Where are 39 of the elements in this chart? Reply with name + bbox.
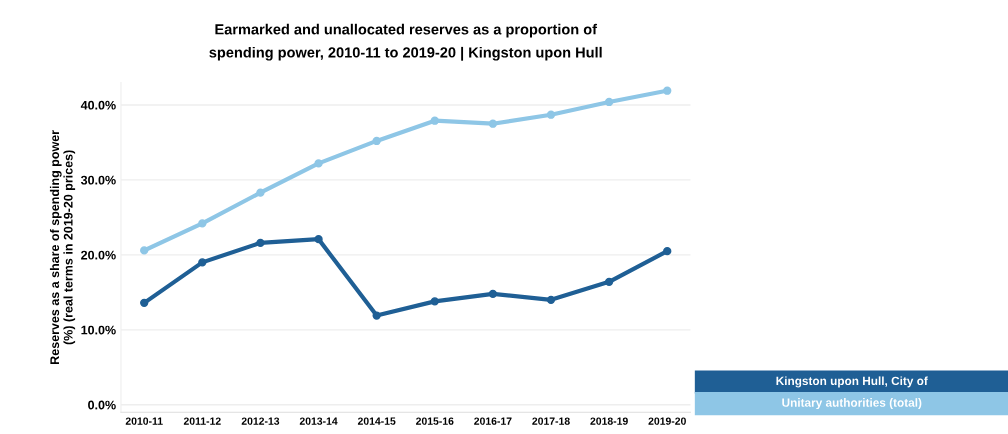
point <box>546 110 556 119</box>
x-tick-label: 2013-14 <box>299 417 338 425</box>
y-axis-title: Reserves as a share of spending power (%) (real terms in 2019-20 prices) <box>49 130 76 364</box>
x-tick-label: 2014-15 <box>357 417 396 425</box>
x-tick-label: 2019-20 <box>648 417 686 425</box>
point <box>314 159 323 168</box>
x-tick-label: 2012-13 <box>241 417 280 425</box>
point <box>488 289 498 299</box>
chart-title: Earmarked and unallocated reserves as a proportion of spending power, 2010-11 to 2019-20 | Kingston upon Hull <box>209 23 602 61</box>
y-tick-label: 40.0% <box>80 100 116 110</box>
text: Unitary authorities (total) <box>782 398 922 410</box>
x-tick-label: 2011-12 <box>183 417 221 425</box>
point <box>663 246 672 256</box>
point <box>430 297 439 306</box>
point <box>314 234 323 244</box>
x-tick-label: 2016-17 <box>474 417 512 425</box>
point <box>663 86 672 95</box>
point <box>256 238 265 248</box>
y-tick-label: 0.0% <box>88 400 116 410</box>
x-tick-label: 2017-18 <box>532 417 570 425</box>
point <box>372 311 381 320</box>
y-tick-label: 20.0% <box>81 250 116 260</box>
x-tick-label: 2010-11 <box>125 417 163 425</box>
point <box>430 116 439 125</box>
point <box>604 277 614 287</box>
point <box>372 136 381 146</box>
point <box>140 246 149 255</box>
point <box>604 97 614 107</box>
x-tick-label: 2018-19 <box>590 417 628 425</box>
y-tick-label: 10.0% <box>81 325 116 335</box>
y-tick-label: 30.0% <box>80 175 116 185</box>
point <box>140 298 149 308</box>
point <box>488 119 498 128</box>
point <box>256 188 265 197</box>
text: Kingston upon Hull, City of <box>776 376 928 388</box>
point <box>546 295 556 305</box>
x-tick-label: 2015-16 <box>416 417 454 425</box>
point <box>198 219 207 228</box>
point <box>198 258 207 267</box>
